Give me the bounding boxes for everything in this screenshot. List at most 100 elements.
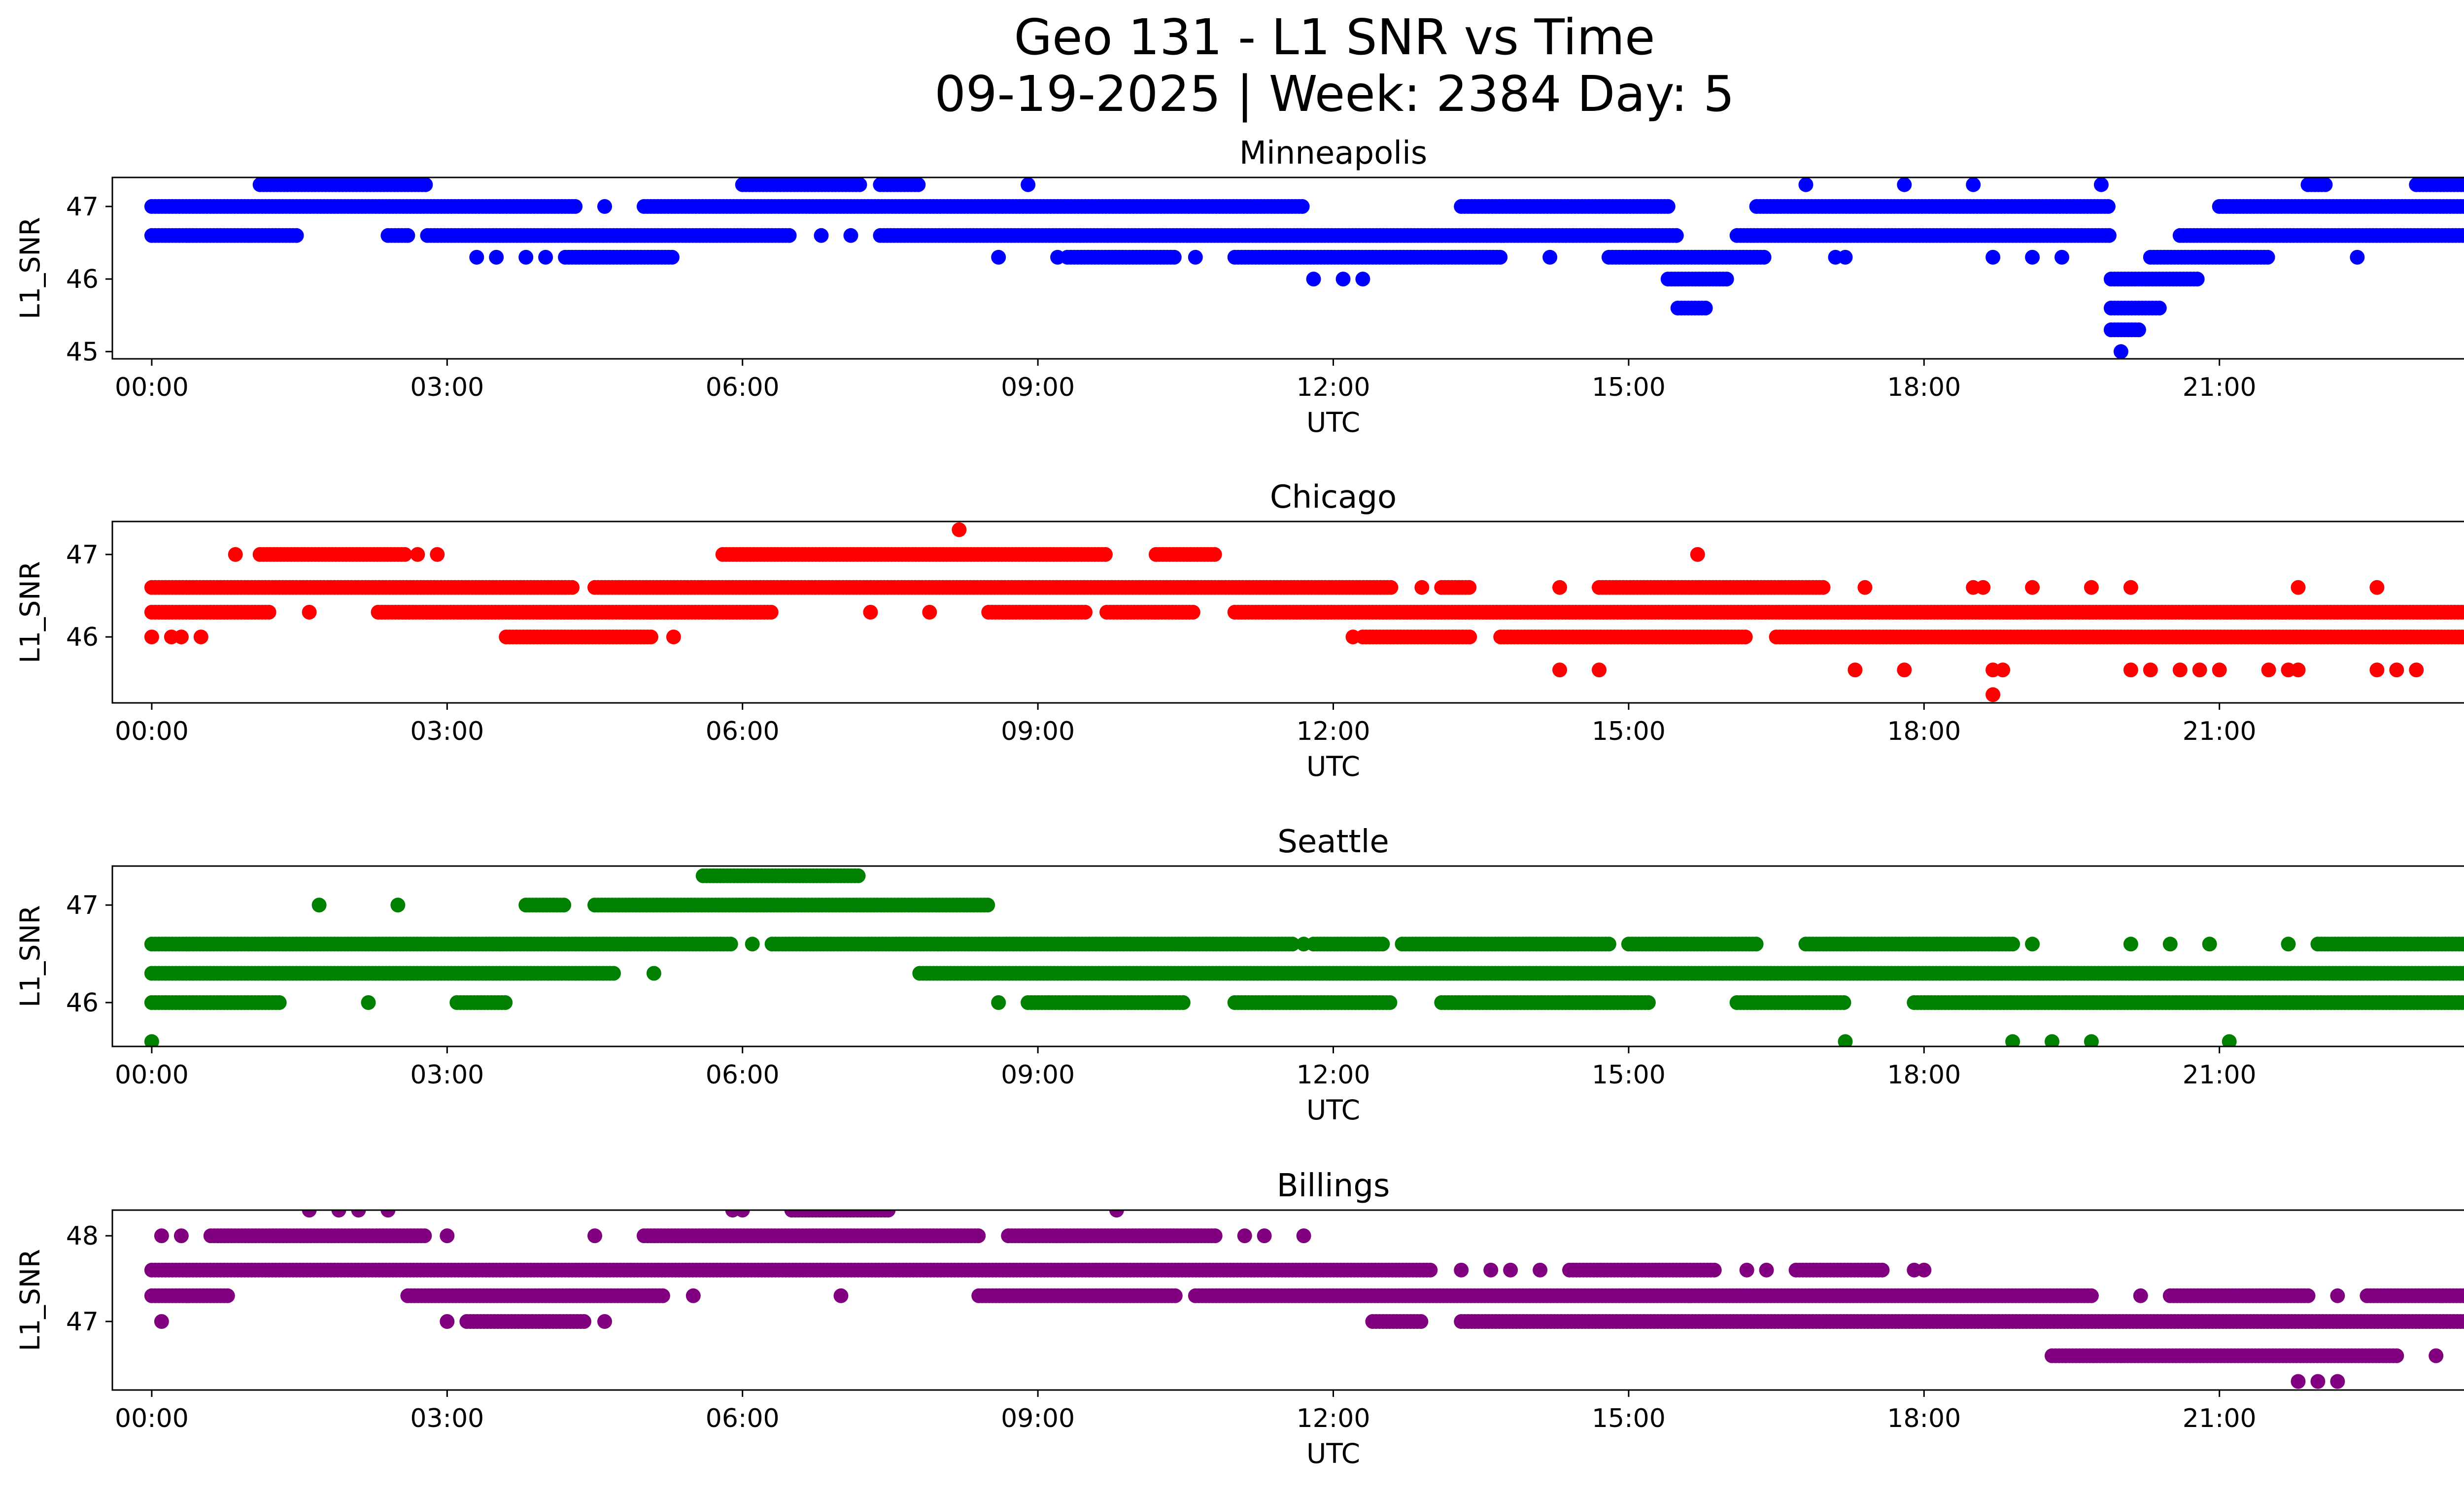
data-point — [2318, 177, 2333, 192]
data-point — [1345, 629, 1361, 645]
data-point — [1748, 937, 1764, 952]
y-tick-label: 47 — [66, 540, 99, 570]
data-point — [1335, 272, 1351, 287]
figure-title-line2: 09-19-2025 | Week: 2384 Day: 5 — [934, 65, 1734, 123]
data-point — [489, 249, 504, 265]
data-point — [952, 522, 967, 537]
data-point — [2054, 249, 2069, 265]
data-point — [1295, 199, 1310, 214]
data-point — [1995, 662, 2011, 678]
data-point — [1185, 605, 1200, 620]
data-point — [1838, 249, 1853, 265]
data-point — [289, 228, 304, 243]
data-point — [1382, 995, 1398, 1010]
data-point — [2093, 177, 2109, 192]
data-point — [556, 898, 572, 913]
x-tick-label: 18:00 — [1887, 717, 1961, 746]
data-point — [597, 199, 612, 214]
x-tick-label: 00:00 — [115, 373, 189, 402]
data-point — [1756, 249, 1772, 265]
data-point — [2459, 937, 2464, 951]
data-point — [2084, 580, 2099, 595]
data-point — [2190, 272, 2205, 287]
x-tick-label: 15:00 — [1592, 373, 1666, 402]
data-point — [666, 629, 681, 645]
data-point — [1848, 662, 1863, 678]
y-tick-label: 47 — [66, 192, 99, 222]
data-point — [1166, 249, 1182, 265]
data-point — [2123, 580, 2138, 595]
data-point — [538, 249, 553, 265]
data-series — [144, 868, 2464, 1046]
data-point — [2152, 301, 2167, 315]
data-point — [1285, 937, 1300, 952]
y-axis-label: L1_SNR — [14, 217, 46, 319]
data-point — [2192, 662, 2207, 678]
data-series — [144, 177, 2464, 359]
data-point — [2291, 662, 2306, 678]
x-tick-label: 00:00 — [115, 717, 189, 746]
data-point — [1414, 580, 1430, 595]
data-point — [1836, 995, 1851, 1010]
data-point — [1897, 662, 1912, 678]
data-point — [2461, 606, 2464, 618]
subplot-title: Seattle — [1277, 824, 1389, 860]
data-point — [991, 249, 1006, 265]
y-tick-label: 46 — [66, 265, 99, 294]
data-point — [1552, 580, 1567, 595]
y-axis-label: L1_SNR — [14, 561, 46, 663]
data-point — [2458, 995, 2464, 1010]
data-point — [397, 547, 412, 562]
data-point — [1976, 580, 1991, 595]
data-point — [2212, 662, 2227, 678]
data-point — [911, 177, 926, 192]
data-point — [852, 177, 867, 192]
data-point — [2025, 249, 2040, 265]
data-point — [1897, 177, 1912, 192]
data-point — [1690, 547, 1705, 562]
data-point — [2172, 662, 2188, 678]
x-axis-label: UTC — [1306, 751, 1360, 782]
data-point — [1098, 547, 1113, 562]
data-point — [1078, 605, 1093, 620]
data-point — [498, 995, 513, 1010]
subplot-title: Minneapolis — [1239, 135, 1427, 172]
data-point — [980, 898, 995, 913]
data-point — [1021, 177, 1036, 192]
data-point — [851, 868, 866, 883]
data-point — [1719, 272, 1734, 287]
data-point — [1493, 249, 1508, 265]
data-point — [2261, 662, 2276, 678]
data-point — [565, 580, 580, 595]
data-point — [2291, 580, 2306, 595]
x-tick-label: 21:00 — [2183, 717, 2257, 746]
x-tick-label: 09:00 — [1001, 717, 1075, 746]
data-point — [814, 228, 829, 243]
data-point — [2101, 228, 2117, 243]
data-point — [2389, 662, 2404, 678]
data-series — [144, 522, 2464, 702]
data-point — [2459, 228, 2464, 243]
data-point — [1966, 177, 1981, 192]
data-point — [144, 629, 159, 645]
data-point — [1462, 580, 1477, 595]
data-point — [469, 249, 484, 265]
data-point — [664, 249, 680, 265]
data-point — [2458, 629, 2464, 644]
data-point — [228, 547, 243, 562]
data-point — [723, 937, 738, 952]
data-point — [1383, 580, 1399, 595]
y-tick-label: 45 — [66, 337, 99, 367]
x-tick-label: 12:00 — [1297, 373, 1370, 402]
x-tick-label: 06:00 — [706, 717, 780, 746]
data-point — [2143, 662, 2158, 678]
data-point — [2462, 631, 2464, 643]
data-point — [272, 995, 287, 1010]
data-point — [2100, 199, 2116, 214]
data-point — [2409, 662, 2424, 678]
